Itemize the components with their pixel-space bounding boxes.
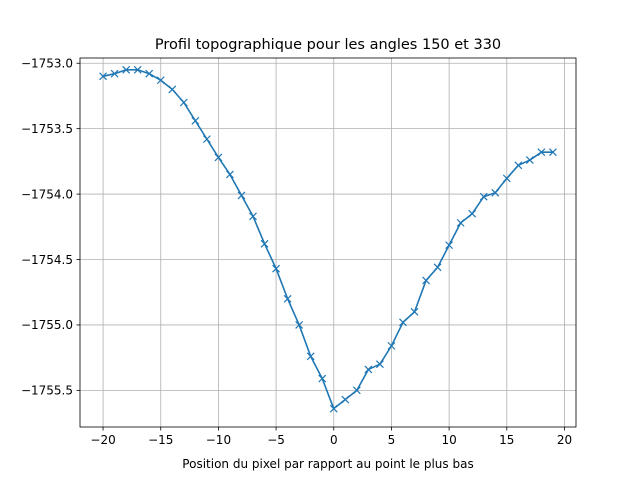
data-point-marker bbox=[168, 85, 177, 94]
axes-frame bbox=[79, 57, 577, 428]
data-point-marker bbox=[214, 153, 223, 162]
data-point-marker bbox=[306, 352, 315, 361]
data-point-marker bbox=[537, 148, 546, 157]
x-tick-label: −5 bbox=[267, 433, 285, 447]
data-point-marker bbox=[525, 156, 534, 164]
data-point-marker bbox=[422, 276, 430, 285]
x-tick-label: −15 bbox=[148, 433, 173, 447]
y-tick-label: −1753.5 bbox=[21, 122, 73, 136]
data-point-marker bbox=[202, 135, 211, 144]
data-point-marker bbox=[375, 360, 384, 369]
data-point-marker bbox=[283, 294, 292, 303]
data-point-marker bbox=[191, 116, 200, 125]
data-point-marker bbox=[237, 191, 246, 200]
data-point-marker bbox=[433, 263, 442, 272]
data-point-marker bbox=[295, 321, 304, 329]
data-point-marker bbox=[445, 241, 454, 250]
data-point-marker bbox=[272, 264, 281, 273]
x-tick-label: −20 bbox=[90, 433, 115, 447]
data-point-marker bbox=[410, 307, 419, 316]
data-point-marker bbox=[110, 69, 119, 78]
y-tick-label: −1753.0 bbox=[21, 57, 73, 71]
x-tick-label: 15 bbox=[499, 433, 514, 447]
data-point-marker bbox=[179, 98, 188, 107]
y-tick-label: −1754.0 bbox=[21, 187, 73, 201]
data-point-marker bbox=[122, 65, 131, 74]
data-point-marker bbox=[549, 148, 557, 157]
data-point-marker bbox=[341, 395, 350, 404]
series bbox=[99, 65, 557, 413]
x-tick-label: 10 bbox=[441, 433, 456, 447]
data-point-marker bbox=[456, 218, 465, 227]
data-point-marker bbox=[145, 69, 154, 78]
data-point-marker bbox=[502, 174, 511, 183]
data-point-marker bbox=[387, 341, 396, 350]
data-point-marker bbox=[226, 170, 234, 179]
data-point-marker bbox=[156, 76, 165, 85]
series-line bbox=[102, 68, 553, 410]
x-axis-label: Position du pixel par rapport au point l… bbox=[182, 457, 473, 471]
data-point-marker bbox=[399, 318, 407, 327]
ticks: −20 −15 −10 −5 0 5 10 15 20 −1753.0 −1753.5 −1754.0… bbox=[21, 57, 572, 447]
data-point-marker bbox=[352, 386, 361, 395]
data-point-marker bbox=[491, 188, 500, 197]
y-tick-label: −1755.5 bbox=[21, 384, 73, 398]
data-point-marker bbox=[514, 161, 523, 170]
data-point-marker bbox=[99, 72, 107, 81]
x-tick-label: 0 bbox=[330, 433, 338, 447]
chart-title: Profil topographique pour les angles 150… bbox=[155, 37, 501, 53]
data-point-marker bbox=[133, 65, 142, 74]
data-point-marker bbox=[364, 365, 373, 374]
data-point-marker bbox=[249, 212, 257, 221]
grid bbox=[80, 58, 576, 427]
y-tick-label: −1754.5 bbox=[21, 253, 73, 267]
data-point-marker bbox=[468, 209, 477, 218]
x-tick-label: −10 bbox=[206, 433, 231, 447]
data-point-marker bbox=[329, 404, 338, 413]
x-tick-label: 5 bbox=[388, 433, 396, 447]
data-point-marker bbox=[318, 374, 327, 383]
y-tick-label: −1755.0 bbox=[21, 318, 73, 332]
x-tick-label: 20 bbox=[557, 433, 572, 447]
data-point-marker bbox=[479, 192, 488, 201]
data-point-marker bbox=[260, 239, 269, 248]
